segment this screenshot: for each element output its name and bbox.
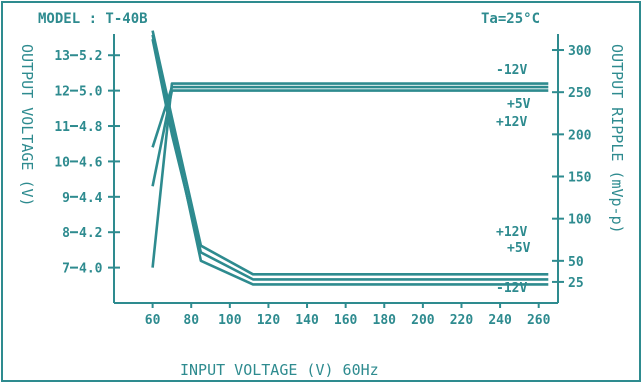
right-tick-label: 300 xyxy=(568,44,592,59)
left-tick-label-12v: 9 xyxy=(62,191,70,206)
left-tick-label-12v: 10 xyxy=(54,155,70,170)
left-tick-label-12v: 7 xyxy=(62,262,70,277)
axes: 60 80 100 120 140 160 180 200 220 240 260 7 4.0 8 4.2 9… xyxy=(54,34,592,328)
right-tick-label: 150 xyxy=(568,171,592,186)
x-tick-label: 100 xyxy=(218,313,242,328)
x-tick-label: 240 xyxy=(488,313,512,328)
right-axis-label: OUTPUT RIPPLE (mVp-p) xyxy=(608,44,626,234)
x-tick-label: 180 xyxy=(373,313,397,328)
left-tick-label-5v: 5.2 xyxy=(79,49,102,64)
right-tick-label: 25 xyxy=(568,276,584,291)
series-label-voltage: +12V xyxy=(496,115,527,130)
series-line-voltage-1 xyxy=(151,85,549,148)
x-tick-label: 80 xyxy=(183,313,199,328)
left-tick-label-5v: 4.8 xyxy=(79,120,103,135)
left-tick-label-12v: 11 xyxy=(54,120,70,135)
left-tick-label-5v: 4.2 xyxy=(79,226,102,241)
left-axis-label: OUTPUT VOLTAGE (V) xyxy=(18,44,36,207)
x-tick-label: 260 xyxy=(527,313,551,328)
series-layer xyxy=(151,30,549,286)
series-label-ripple: +12V xyxy=(496,225,527,240)
left-tick-label-12v: 13 xyxy=(54,49,70,64)
x-tick-label: 160 xyxy=(334,313,358,328)
left-tick-label-5v: 4.0 xyxy=(79,262,103,277)
series-label-ripple: -12V xyxy=(496,281,527,296)
x-tick-label: 140 xyxy=(295,313,319,328)
series-line-ripple-3 xyxy=(151,38,549,281)
series-line-voltage-0 xyxy=(151,89,549,187)
x-axis-label: INPUT VOLTAGE (V) 60Hz xyxy=(180,361,379,379)
ambient-condition-label: Ta=25°C xyxy=(481,11,540,27)
x-tick-label: 220 xyxy=(450,313,474,328)
series-label-voltage: +5V xyxy=(507,97,531,112)
right-tick-label: 50 xyxy=(568,255,584,270)
series-label-voltage: -12V xyxy=(496,63,527,78)
left-tick-label-5v: 4.4 xyxy=(79,191,103,206)
left-tick-label-12v: 12 xyxy=(54,85,70,100)
x-tick-label: 60 xyxy=(145,313,161,328)
x-tick-label: 200 xyxy=(411,313,435,328)
annotations-layer: -12V+5V+12V+12V+5V-12V xyxy=(496,63,531,296)
series-line-ripple-4 xyxy=(151,34,549,286)
x-tick-label: 120 xyxy=(257,313,281,328)
series-line-voltage-2 xyxy=(151,82,549,268)
left-tick-label-5v: 4.6 xyxy=(79,155,103,170)
right-tick-label: 200 xyxy=(568,128,592,143)
right-tick-label: 100 xyxy=(568,213,592,228)
left-tick-label-12v: 8 xyxy=(62,226,70,241)
series-line-ripple-5 xyxy=(151,30,549,276)
series-label-ripple: +5V xyxy=(507,241,531,256)
left-tick-label-5v: 5.0 xyxy=(79,85,103,100)
chart-title: MODEL : T-40B xyxy=(38,11,148,27)
right-tick-label: 250 xyxy=(568,86,592,101)
